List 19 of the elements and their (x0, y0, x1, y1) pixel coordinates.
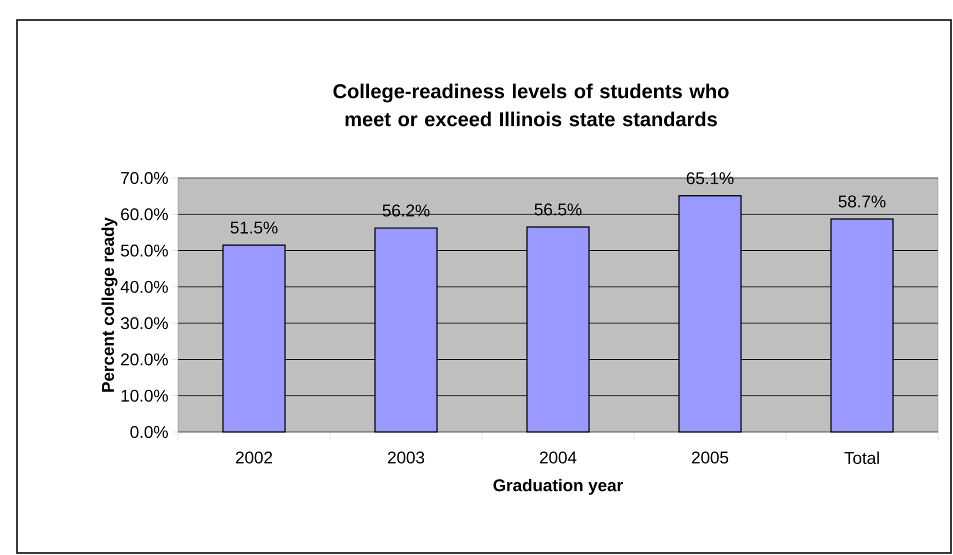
y-tick-label: 70.0% (121, 172, 168, 184)
x-tick-label: 2004 (540, 452, 576, 464)
data-label: 51.5% (230, 222, 278, 234)
y-axis-title: Percent college ready (102, 217, 118, 392)
y-tick-label: 10.0% (122, 390, 168, 402)
x-tick-label: 2002 (236, 452, 272, 464)
data-label: 56.2% (382, 204, 430, 217)
x-tick-label: 2003 (388, 452, 424, 464)
y-tick-label: 60.0% (121, 208, 168, 220)
y-tick-label: 40.0% (120, 280, 168, 293)
data-label: 58.7% (838, 195, 886, 208)
y-tick-label: 20.0% (121, 353, 168, 366)
y-tick-label: 30.0% (120, 317, 168, 330)
x-tick-label: Total (844, 452, 879, 464)
x-tick-label: 2005 (692, 452, 728, 464)
y-tick-label: 50.0% (120, 244, 168, 257)
chart-title: College-readiness levels of students who meet or exceed Illinois state standards (333, 84, 729, 126)
x-axis-title: Graduation year (494, 478, 623, 495)
y-tick-label: 0.0% (130, 426, 168, 438)
